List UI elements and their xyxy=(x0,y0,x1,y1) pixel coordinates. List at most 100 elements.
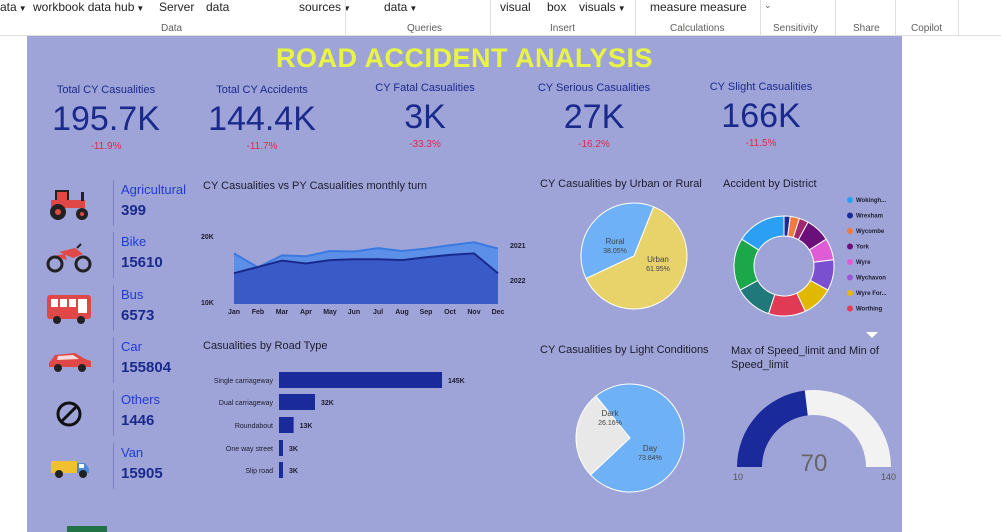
pie-slice-dark xyxy=(575,395,631,476)
bar-category-label: Roundabout xyxy=(235,423,273,430)
ribbon-item-sources[interactable]: sources ▼ xyxy=(299,0,351,14)
legend-label: York xyxy=(856,245,870,251)
kpi-card-total-casualties[interactable]: Total CY Casualities 195.7K -11.9% xyxy=(31,84,181,152)
x-tick-label: Feb xyxy=(252,309,264,316)
sheet-tab-accent xyxy=(67,526,107,532)
ribbon-item-visual[interactable]: visual xyxy=(500,0,531,14)
bar-single-carriageway xyxy=(279,372,442,388)
ribbon-group-queries: Queries xyxy=(407,23,443,34)
vehicle-card-bus[interactable]: Bus 6573 xyxy=(45,285,215,335)
donut-slice xyxy=(741,215,785,251)
series-label-2021: 2021 xyxy=(510,243,526,250)
slice-value-label: 73.84% xyxy=(638,455,662,462)
visual-title-monthly: CY Casualities vs PY Casualities monthly… xyxy=(203,180,427,192)
legend-label: Wrexham xyxy=(856,214,883,220)
legend-label: Wyre For... xyxy=(856,291,887,297)
legend-marker xyxy=(847,259,853,265)
ribbon-item-0[interactable]: ata ▼ xyxy=(0,0,27,14)
ribbon-group-copilot: Copilot xyxy=(911,23,943,34)
legend-marker xyxy=(847,290,853,296)
prohibited-icon xyxy=(56,401,82,427)
gauge-fill xyxy=(737,390,808,467)
vehicle-label: Agricultural xyxy=(121,182,187,197)
kpi-card-serious-casualties[interactable]: CY Serious Casualities 27K -16.2% xyxy=(519,82,669,150)
legend-label: Wychavon xyxy=(856,276,886,282)
chevron-down-icon: ▼ xyxy=(136,4,145,13)
visual-title-light-conditions: CY Casualities by Light Conditions xyxy=(540,344,709,356)
pie-slice-urban xyxy=(585,206,688,310)
kpi-card-fatal-casualties[interactable]: CY Fatal Casualities 3K -33.3% xyxy=(350,82,500,150)
vehicle-card-agricultural[interactable]: Agricultural 399 xyxy=(45,180,215,230)
kpi-value: 195.7K xyxy=(52,100,160,138)
ribbon-divider xyxy=(835,0,836,36)
gauge-track xyxy=(804,390,891,467)
x-tick-label: Sep xyxy=(420,309,433,316)
vehicle-value: 399 xyxy=(121,202,147,219)
legend-marker xyxy=(847,228,853,234)
vehicle-value: 15610 xyxy=(121,254,163,271)
legend-scroll-down-icon xyxy=(866,332,878,338)
slice-label: Day xyxy=(643,444,657,453)
vehicle-label: Bike xyxy=(121,234,147,249)
ribbon-item-workbook-data-hub[interactable]: workbook data hub ▼ xyxy=(33,0,145,14)
x-tick-label: Oct xyxy=(444,309,456,316)
ribbon-divider xyxy=(760,0,761,36)
vehicle-card-car[interactable]: Car 155804 xyxy=(45,337,215,387)
kpi-value: 166K xyxy=(721,97,801,135)
divider xyxy=(113,337,114,383)
visual-title-district: Accident by District xyxy=(723,178,817,190)
ribbon-divider xyxy=(345,0,346,36)
kpi-change: -16.2% xyxy=(578,139,610,150)
kpi-label: Total CY Accidents xyxy=(216,84,308,96)
ribbon-item-visuals[interactable]: visuals ▼ xyxy=(579,0,626,14)
kpi-card-total-accidents[interactable]: Total CY Accidents 144.4K -11.7% xyxy=(187,84,337,152)
chevron-down-icon: ▼ xyxy=(409,4,418,13)
slice-label: Dark xyxy=(602,409,620,418)
vehicle-card-bike[interactable]: Bike 15610 xyxy=(45,232,215,282)
ribbon-item-box[interactable]: box xyxy=(547,0,567,14)
vehicle-label: Others xyxy=(121,392,161,407)
legend-label: Wyre xyxy=(856,260,871,266)
line-series-2021 xyxy=(233,241,499,269)
kpi-card-slight-casualties[interactable]: CY Slight Casualities 166K -11.5% xyxy=(686,81,836,149)
report-title: ROAD ACCIDENT ANALYSIS xyxy=(275,43,654,73)
slice-value-label: 26.16% xyxy=(598,420,622,427)
ribbon-group-insert: Insert xyxy=(550,23,576,34)
ribbon-item-server[interactable]: Server xyxy=(159,0,195,14)
vehicle-value: 15905 xyxy=(121,465,163,482)
legend-marker xyxy=(847,305,853,312)
divider xyxy=(113,285,114,331)
kpi-label: Total CY Casualities xyxy=(56,84,156,96)
legend-label: Worthing xyxy=(856,307,883,313)
bar-category-label: Single carriageway xyxy=(214,378,274,385)
slice-label: Rural xyxy=(605,237,624,246)
vehicle-label: Car xyxy=(121,339,142,354)
car-icon xyxy=(49,353,91,372)
report-canvas: ROAD ACCIDENT ANALYSIS Total CY Casualit… xyxy=(27,36,902,532)
ribbon: ata ▼ workbook data hub ▼ Server data sour… xyxy=(0,0,1001,36)
chevron-down-icon: ▼ xyxy=(343,4,351,13)
x-tick-label: Jan xyxy=(228,309,240,316)
vehicle-card-van[interactable]: Van 15905 xyxy=(45,443,215,493)
bar-category-label: Slip road xyxy=(245,468,273,475)
line-series-2022 xyxy=(233,252,499,275)
ribbon-group-calculations: Calculations xyxy=(670,23,725,34)
vehicle-value: 155804 xyxy=(121,359,172,376)
kpi-label: CY Serious Casualities xyxy=(537,82,651,94)
vehicle-card-others[interactable]: Others 1446 xyxy=(45,390,215,440)
legend-marker xyxy=(847,197,853,203)
ribbon-group-data: Data xyxy=(161,23,183,34)
x-tick-label: Aug xyxy=(395,309,409,316)
legend-marker xyxy=(847,212,853,219)
chevron-down-icon: ▼ xyxy=(18,4,27,13)
ribbon-item-measure[interactable]: measure measure xyxy=(650,0,747,14)
sensitivity-dropdown-icon[interactable]: ⌄ xyxy=(764,0,772,10)
area-series-2022 xyxy=(234,253,498,304)
bus-icon xyxy=(47,295,91,324)
ribbon-item-transform-data[interactable]: data ▼ xyxy=(384,0,418,14)
bar-value-label: 145K xyxy=(448,378,465,385)
bar-value-label: 3K xyxy=(289,446,298,453)
ribbon-item-data[interactable]: data xyxy=(206,0,230,14)
chevron-down-icon: ▼ xyxy=(617,4,626,13)
x-tick-label: Apr xyxy=(300,309,312,316)
